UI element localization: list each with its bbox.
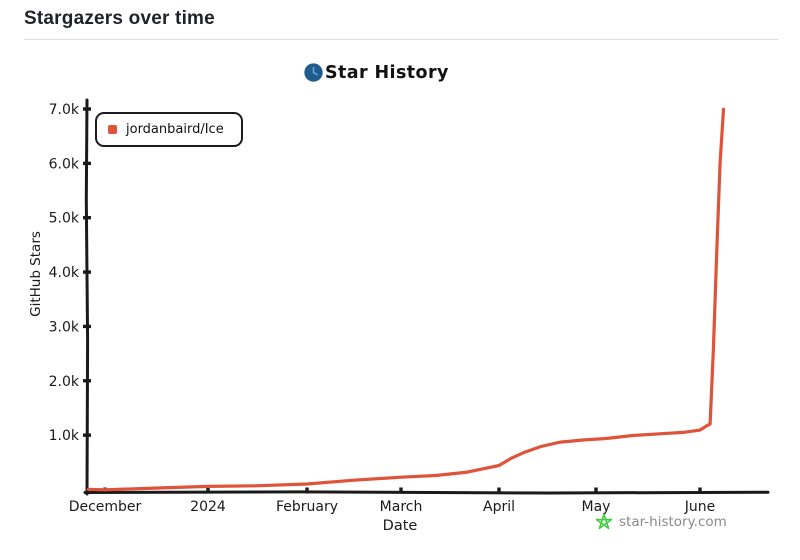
y-tick-label: 4.0k xyxy=(49,265,80,281)
x-axis xyxy=(83,490,770,495)
legend-series-label: jordanbaird/Ice xyxy=(126,122,224,137)
plot-canvas: 1.0k 2.0k 3.0k 4.0k 5.0k 6.0k 7.0k December 2024… xyxy=(28,98,770,534)
y-tick-label: 2.0k xyxy=(49,374,80,390)
page-title: Stargazers over time xyxy=(24,8,215,29)
star-history-chart: 1.0k 2.0k 3.0k 4.0k 5.0k 6.0k 7.0k December 2024… xyxy=(0,40,800,560)
x-tick-label: April xyxy=(483,499,515,515)
x-tick-label: June xyxy=(684,499,716,515)
x-tick-label: May xyxy=(582,499,611,515)
x-tick-label: February xyxy=(276,499,338,515)
y-tick-label: 3.0k xyxy=(49,319,80,335)
chart-logo: Star History xyxy=(303,62,449,83)
chart-legend: jordanbaird/Ice xyxy=(95,112,243,147)
y-axis-title: GitHub Stars xyxy=(28,231,44,317)
x-tick-label: December xyxy=(69,499,142,515)
header-divider xyxy=(24,39,778,40)
page-header: Stargazers over time xyxy=(0,0,800,36)
star-icon xyxy=(595,513,613,530)
series-line xyxy=(86,107,726,492)
watermark: star-history.com xyxy=(595,513,727,531)
legend-series-marker xyxy=(108,125,117,134)
x-axis-title: Date xyxy=(383,518,418,534)
y-tick-label: 7.0k xyxy=(49,102,80,118)
watermark-text: star-history.com xyxy=(619,514,727,530)
y-tick-label: 5.0k xyxy=(49,211,80,227)
y-axis xyxy=(84,98,90,496)
y-tick-label: 6.0k xyxy=(49,156,80,172)
chart-logo-title: Star History xyxy=(325,62,449,83)
x-tick-label: March xyxy=(380,499,423,515)
star-history-logo-icon xyxy=(304,63,323,82)
y-tick-label: 1.0k xyxy=(49,428,80,444)
x-tick-label: 2024 xyxy=(190,499,226,515)
